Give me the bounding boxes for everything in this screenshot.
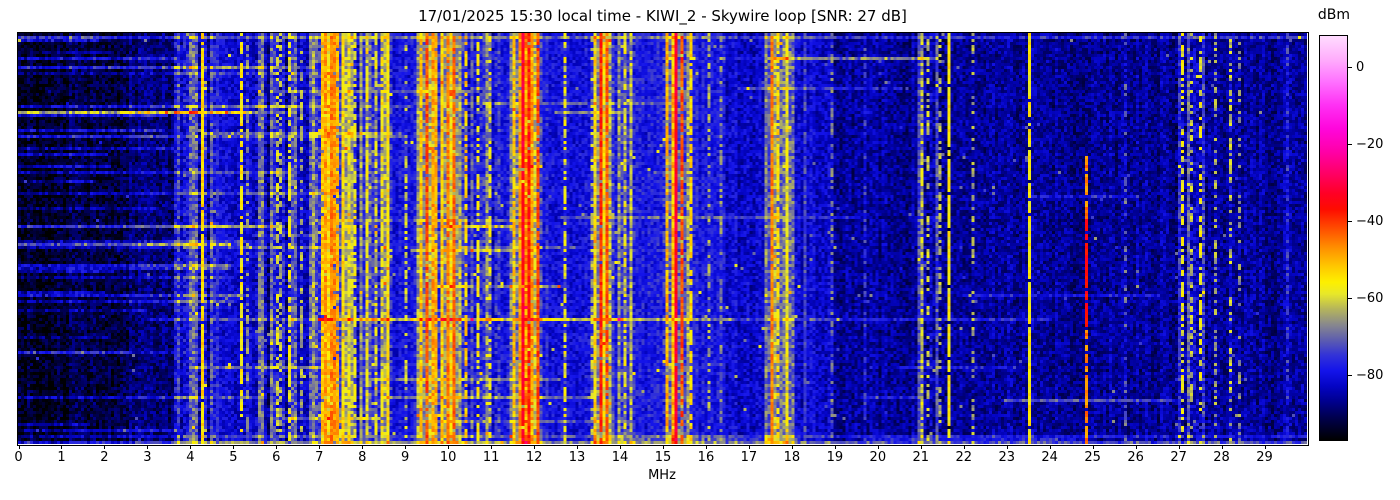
x-tick-label: 7: [315, 450, 324, 465]
x-tick-label: 26: [1127, 450, 1144, 465]
colorbar-tick-label: −20: [1356, 136, 1384, 152]
x-tick-mark: [18, 445, 20, 449]
x-tick-label: 8: [358, 450, 367, 465]
x-tick-mark: [577, 445, 579, 449]
x-tick-label: 17: [740, 450, 758, 465]
x-tick-mark: [877, 445, 879, 449]
colorbar-tick-label: −80: [1356, 367, 1384, 383]
x-tick-label: 24: [1041, 450, 1058, 465]
colorbar-title: dBm: [1317, 7, 1351, 23]
x-tick-label: 9: [401, 450, 410, 465]
colorbar-gradient: [1319, 35, 1348, 441]
x-tick-mark: [791, 445, 793, 449]
x-tick-mark: [61, 445, 63, 449]
x-tick-mark: [963, 445, 965, 449]
colorbar-tick-label: −60: [1356, 290, 1384, 306]
x-tick-label: 13: [568, 450, 586, 465]
x-tick-mark: [491, 445, 493, 449]
x-tick-label: 16: [697, 450, 715, 465]
x-tick-mark: [748, 445, 750, 449]
x-tick-label: 29: [1256, 450, 1273, 465]
x-tick-label: 21: [912, 450, 930, 465]
x-tick-label: 14: [611, 450, 629, 465]
x-tick-label: 4: [186, 450, 195, 465]
x-tick-label: 10: [439, 450, 457, 465]
x-tick-mark: [1264, 445, 1266, 449]
colorbar-tick-mark: [1348, 220, 1352, 222]
x-tick-label: 23: [998, 450, 1015, 465]
x-tick-label: 27: [1170, 450, 1187, 465]
x-tick-mark: [1221, 445, 1223, 449]
x-tick-label: 3: [143, 450, 152, 465]
x-tick-mark: [705, 445, 707, 449]
x-tick-mark: [620, 445, 622, 449]
x-tick-mark: [1092, 445, 1094, 449]
x-tick-label: 5: [229, 450, 238, 465]
x-tick-label: 0: [14, 450, 23, 465]
x-tick-label: 25: [1084, 450, 1101, 465]
x-tick-mark: [1006, 445, 1008, 449]
x-tick-mark: [233, 445, 235, 449]
waterfall-spectrogram: [18, 33, 1307, 444]
x-tick-label: 20: [869, 450, 887, 465]
chart-title: 17/01/2025 15:30 local time - KIWI_2 - S…: [418, 7, 907, 25]
x-tick-mark: [534, 445, 536, 449]
x-tick-label: 2: [100, 450, 109, 465]
x-axis-label: MHz: [648, 468, 676, 483]
colorbar-tick-label: −40: [1356, 213, 1384, 229]
x-tick-mark: [663, 445, 664, 449]
x-tick-mark: [1178, 445, 1180, 449]
x-tick-mark: [1135, 445, 1137, 449]
x-tick-mark: [405, 445, 407, 449]
x-tick-mark: [147, 445, 149, 449]
colorbar-tick-mark: [1348, 66, 1352, 68]
x-tick-label: 18: [783, 450, 801, 465]
x-tick-label: 1: [57, 450, 66, 465]
x-tick-label: 11: [482, 450, 500, 465]
colorbar-tick-mark: [1348, 374, 1352, 376]
x-tick-mark: [834, 445, 836, 449]
x-tick-mark: [276, 445, 278, 449]
x-tick-label: 12: [525, 450, 543, 465]
x-tick-label: 6: [272, 450, 281, 465]
x-tick-label: 22: [955, 450, 973, 465]
colorbar-tick-mark: [1348, 143, 1352, 145]
colorbar-tick-mark: [1348, 297, 1352, 299]
x-tick-mark: [362, 445, 364, 449]
x-tick-mark: [190, 445, 192, 449]
x-tick-label: 28: [1213, 450, 1230, 465]
x-tick-label: 19: [826, 450, 844, 465]
x-tick-mark: [920, 445, 922, 449]
x-tick-label: 15: [654, 450, 672, 465]
x-tick-mark: [319, 445, 321, 449]
colorbar-tick-label: 0: [1356, 59, 1365, 75]
x-tick-mark: [448, 445, 450, 449]
x-tick-mark: [1049, 445, 1051, 449]
x-tick-mark: [104, 445, 106, 449]
